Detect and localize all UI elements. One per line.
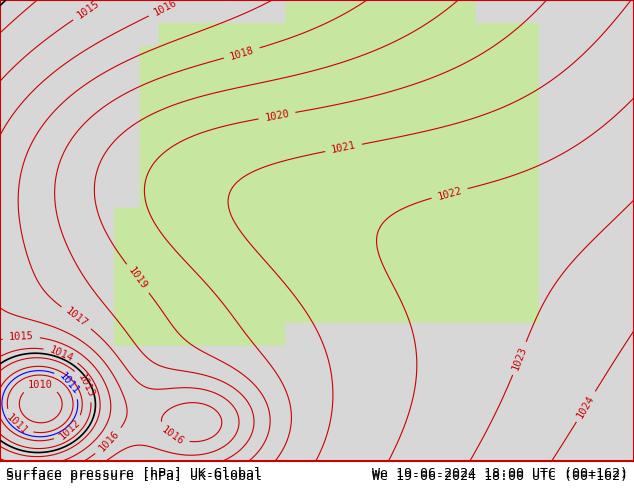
Text: 1023: 1023: [510, 345, 529, 372]
Text: 1016: 1016: [152, 0, 179, 18]
Text: 1014: 1014: [48, 344, 75, 364]
Text: Surface pressure [hPa] UK-Global: Surface pressure [hPa] UK-Global: [6, 469, 262, 483]
Text: 1013: 1013: [76, 372, 96, 399]
Text: 1015: 1015: [75, 0, 101, 21]
Text: 1024: 1024: [575, 393, 597, 420]
Text: 1012: 1012: [58, 417, 82, 442]
Text: 1011: 1011: [58, 371, 81, 396]
Text: 1021: 1021: [330, 141, 357, 155]
Text: 1022: 1022: [436, 185, 463, 201]
Text: 1015: 1015: [8, 331, 34, 343]
Text: 1020: 1020: [264, 108, 290, 123]
Text: 1017: 1017: [63, 306, 89, 329]
Text: 1019: 1019: [126, 266, 149, 292]
Text: 1018: 1018: [228, 45, 255, 61]
Text: Surface pressure [hPa] UK-Global: Surface pressure [hPa] UK-Global: [6, 467, 262, 480]
Text: 1016: 1016: [97, 429, 121, 454]
Text: 1010: 1010: [28, 380, 53, 391]
Text: 1011: 1011: [4, 412, 29, 436]
Text: We 19-06-2024 18:00 UTC (00+162): We 19-06-2024 18:00 UTC (00+162): [372, 467, 628, 480]
Text: 1016: 1016: [159, 424, 185, 447]
Text: We 19-06-2024 18:00 UTC (00+162): We 19-06-2024 18:00 UTC (00+162): [372, 469, 628, 483]
